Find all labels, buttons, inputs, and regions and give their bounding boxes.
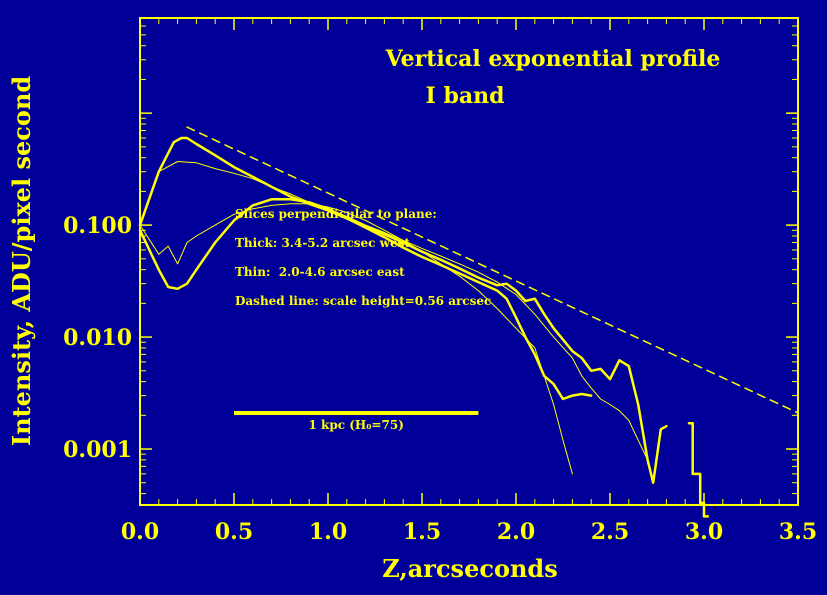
y-axis-label: Intensity, ADU/pixel second <box>7 76 36 446</box>
series-profile-2 <box>138 198 593 401</box>
chart-subtitle: I band <box>426 83 505 109</box>
chart-title: Vertical exponential profile <box>385 46 721 72</box>
x-tick-label: 0.5 <box>215 519 253 545</box>
series-profile-5 <box>687 421 710 518</box>
x-tick-label: 2.5 <box>591 519 629 545</box>
x-tick-label: 3.5 <box>779 519 817 545</box>
annotation-dashed: Dashed line: scale height=0.56 arcsec <box>235 294 491 308</box>
series-profile-3 <box>139 161 649 461</box>
annotation-thin: Thin: 2.0-4.6 arcsec east <box>235 265 405 279</box>
x-tick-label: 2.0 <box>497 519 535 545</box>
annotation-slices: Slices perpendicular to plane: <box>235 207 437 221</box>
y-tick-label: 0.100 <box>63 213 132 239</box>
y-tick-label: 0.001 <box>63 437 132 463</box>
x-tick-label: 1.0 <box>309 519 347 545</box>
x-axis-label: Z,arcseconds <box>382 554 557 583</box>
series-layer <box>138 126 799 518</box>
annotation-thick: Thick: 3.4-5.2 arcsec west <box>235 236 410 250</box>
y-tick-label: 0.010 <box>63 325 132 351</box>
scale-bar-label: 1 kpc (H₀=75) <box>308 418 403 432</box>
series-scale-height-fit <box>186 126 799 414</box>
x-tick-label: 0.0 <box>121 519 159 545</box>
series-profile-4 <box>139 203 573 475</box>
plot-frame <box>139 17 799 506</box>
axis-ticks: 0.0 0.5 1.0 1.5 2.0 2.5 3.0 3.5 0.001 0.010 0.100 <box>63 18 817 545</box>
x-tick-label: 1.5 <box>403 519 441 545</box>
x-tick-label: 3.0 <box>685 519 723 545</box>
series-profile-1 <box>138 136 668 484</box>
